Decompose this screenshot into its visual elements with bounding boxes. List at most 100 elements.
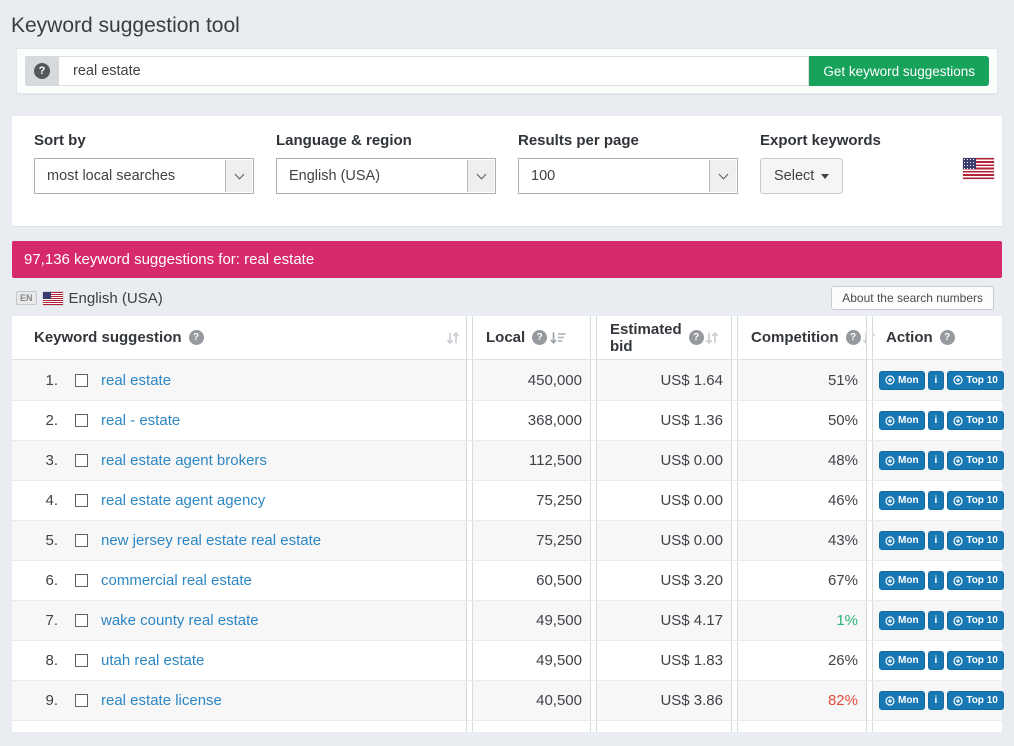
top10-button[interactable]: Top 10 [947,611,1004,630]
filter-panel: Sort by most local searches Language & r… [12,116,1002,226]
monitor-button[interactable]: Mon [879,491,925,510]
help-icon[interactable]: ? [688,330,704,345]
info-button[interactable]: i [927,531,945,550]
keyword-checkbox[interactable] [75,694,88,707]
column-divider [466,441,473,480]
info-button[interactable]: i [927,691,945,710]
top10-button[interactable]: Top 10 [947,491,1004,510]
top10-button[interactable]: Top 10 [947,571,1004,590]
search-panel: ? Get keyword suggestions [16,48,998,94]
info-button[interactable]: i [927,611,945,630]
top10-button[interactable]: Top 10 [947,411,1004,430]
monitor-button-label: Mon [898,695,919,706]
keyword-link[interactable]: real estate agent agency [101,492,266,509]
info-button[interactable]: i [927,411,945,430]
top10-button-label: Top 10 [966,495,998,506]
estimated-bid-value: US$ 4.17 [597,601,731,640]
column-divider [731,441,738,480]
get-keyword-suggestions-button[interactable]: Get keyword suggestions [809,56,989,86]
local-searches-value: 368,000 [527,412,582,429]
keyword-checkbox[interactable] [75,574,88,587]
keyword-checkbox[interactable] [75,654,88,667]
monitor-button[interactable]: Mon [879,411,925,430]
monitor-button[interactable]: Mon [879,451,925,470]
monitor-button[interactable]: Mon [879,370,925,390]
export-select-button[interactable]: Select [760,158,844,194]
keyword-table: Keyword suggestion ? Local ? [12,316,1004,732]
info-button[interactable]: i [927,491,945,510]
export-keywords-label: Export keywords [760,132,881,149]
help-icon[interactable]: ? [845,330,861,345]
competition-value: 43% [738,521,866,560]
estimated-bid-value: US$ 3.20 [660,572,723,589]
top10-button[interactable]: Top 10 [947,691,1004,710]
competition-value: 67% [827,572,858,589]
table-row: 1. real estate 450,000 US$ 1.64 51% Mon … [12,360,1004,400]
column-divider [866,481,873,520]
plus-circle-icon [953,695,963,706]
column-divider [731,561,738,600]
keyword-link[interactable]: commercial real estate [101,572,252,589]
top10-button-label: Top 10 [966,374,998,386]
question-circle-icon[interactable]: ? [34,63,50,79]
estimated-bid-value: US$ 1.36 [660,412,723,429]
monitor-button[interactable]: Mon [879,611,925,630]
keyword-search-input[interactable] [59,56,810,86]
estimated-bid-value: US$ 1.83 [660,652,723,669]
top10-button-label: Top 10 [966,695,998,706]
keyword-checkbox[interactable] [75,373,88,387]
top10-button[interactable]: Top 10 [947,370,1004,390]
language-region-group: Language & region English (USA) [276,132,518,226]
sort-by-select[interactable]: most local searches [34,158,254,194]
results-banner: 97,136 keyword suggestions for: real est… [12,241,1002,278]
keyword-link[interactable]: real estate [101,371,172,389]
keyword-checkbox[interactable] [75,534,88,547]
row-number: 2. [45,412,58,429]
keyword-checkbox[interactable] [75,494,88,507]
monitor-button[interactable]: Mon [879,691,925,710]
sort-toggle-icon[interactable] [445,330,461,346]
help-icon[interactable]: ? [532,330,548,345]
monitor-button-label: Mon [898,655,919,666]
about-search-numbers-button[interactable]: About the search numbers [831,286,994,310]
keyword-link[interactable]: real estate agent brokers [101,452,267,469]
keyword-link[interactable]: real - estate [101,412,181,429]
info-button[interactable]: i [927,651,945,670]
chevron-down-icon [467,160,494,192]
monitor-button[interactable]: Mon [879,651,925,670]
help-icon[interactable]: ? [188,330,204,345]
top10-button-label: Top 10 [966,575,998,586]
column-divider [590,401,597,440]
competition-value: 51% [738,360,866,400]
language-region-select[interactable]: English (USA) [276,158,496,194]
keyword-checkbox[interactable] [75,614,88,627]
top10-button-label: Top 10 [966,615,998,626]
sort-desc-active-icon[interactable] [549,330,566,346]
results-per-page-select[interactable]: 100 [518,158,738,194]
column-divider [590,681,597,720]
keyword-checkbox[interactable] [75,454,88,467]
top10-button[interactable]: Top 10 [947,651,1004,670]
column-header-keyword: Keyword suggestion ? [12,316,466,359]
column-header-local: Local ? [473,316,590,359]
competition-value: 46% [827,492,858,509]
column-divider [866,441,873,480]
keyword-link[interactable]: new jersey real estate real estate [101,532,322,549]
help-icon[interactable]: ? [939,330,955,345]
keyword-link[interactable]: wake county real estate [101,612,259,629]
top10-button[interactable]: Top 10 [947,451,1004,470]
info-button[interactable]: i [927,451,945,470]
column-header-competition: Competition ? [738,316,875,359]
keyword-link[interactable]: utah real estate [101,652,205,669]
info-button[interactable]: i [927,370,945,390]
column-divider [866,401,873,440]
plus-circle-icon [953,615,963,626]
keyword-link[interactable]: real estate license [101,692,222,709]
monitor-button[interactable]: Mon [879,531,925,550]
monitor-button[interactable]: Mon [879,571,925,590]
sort-toggle-icon[interactable] [704,330,720,346]
info-button[interactable]: i [927,571,945,590]
plus-circle-icon [885,455,895,466]
keyword-checkbox[interactable] [75,414,88,427]
top10-button[interactable]: Top 10 [947,531,1004,550]
